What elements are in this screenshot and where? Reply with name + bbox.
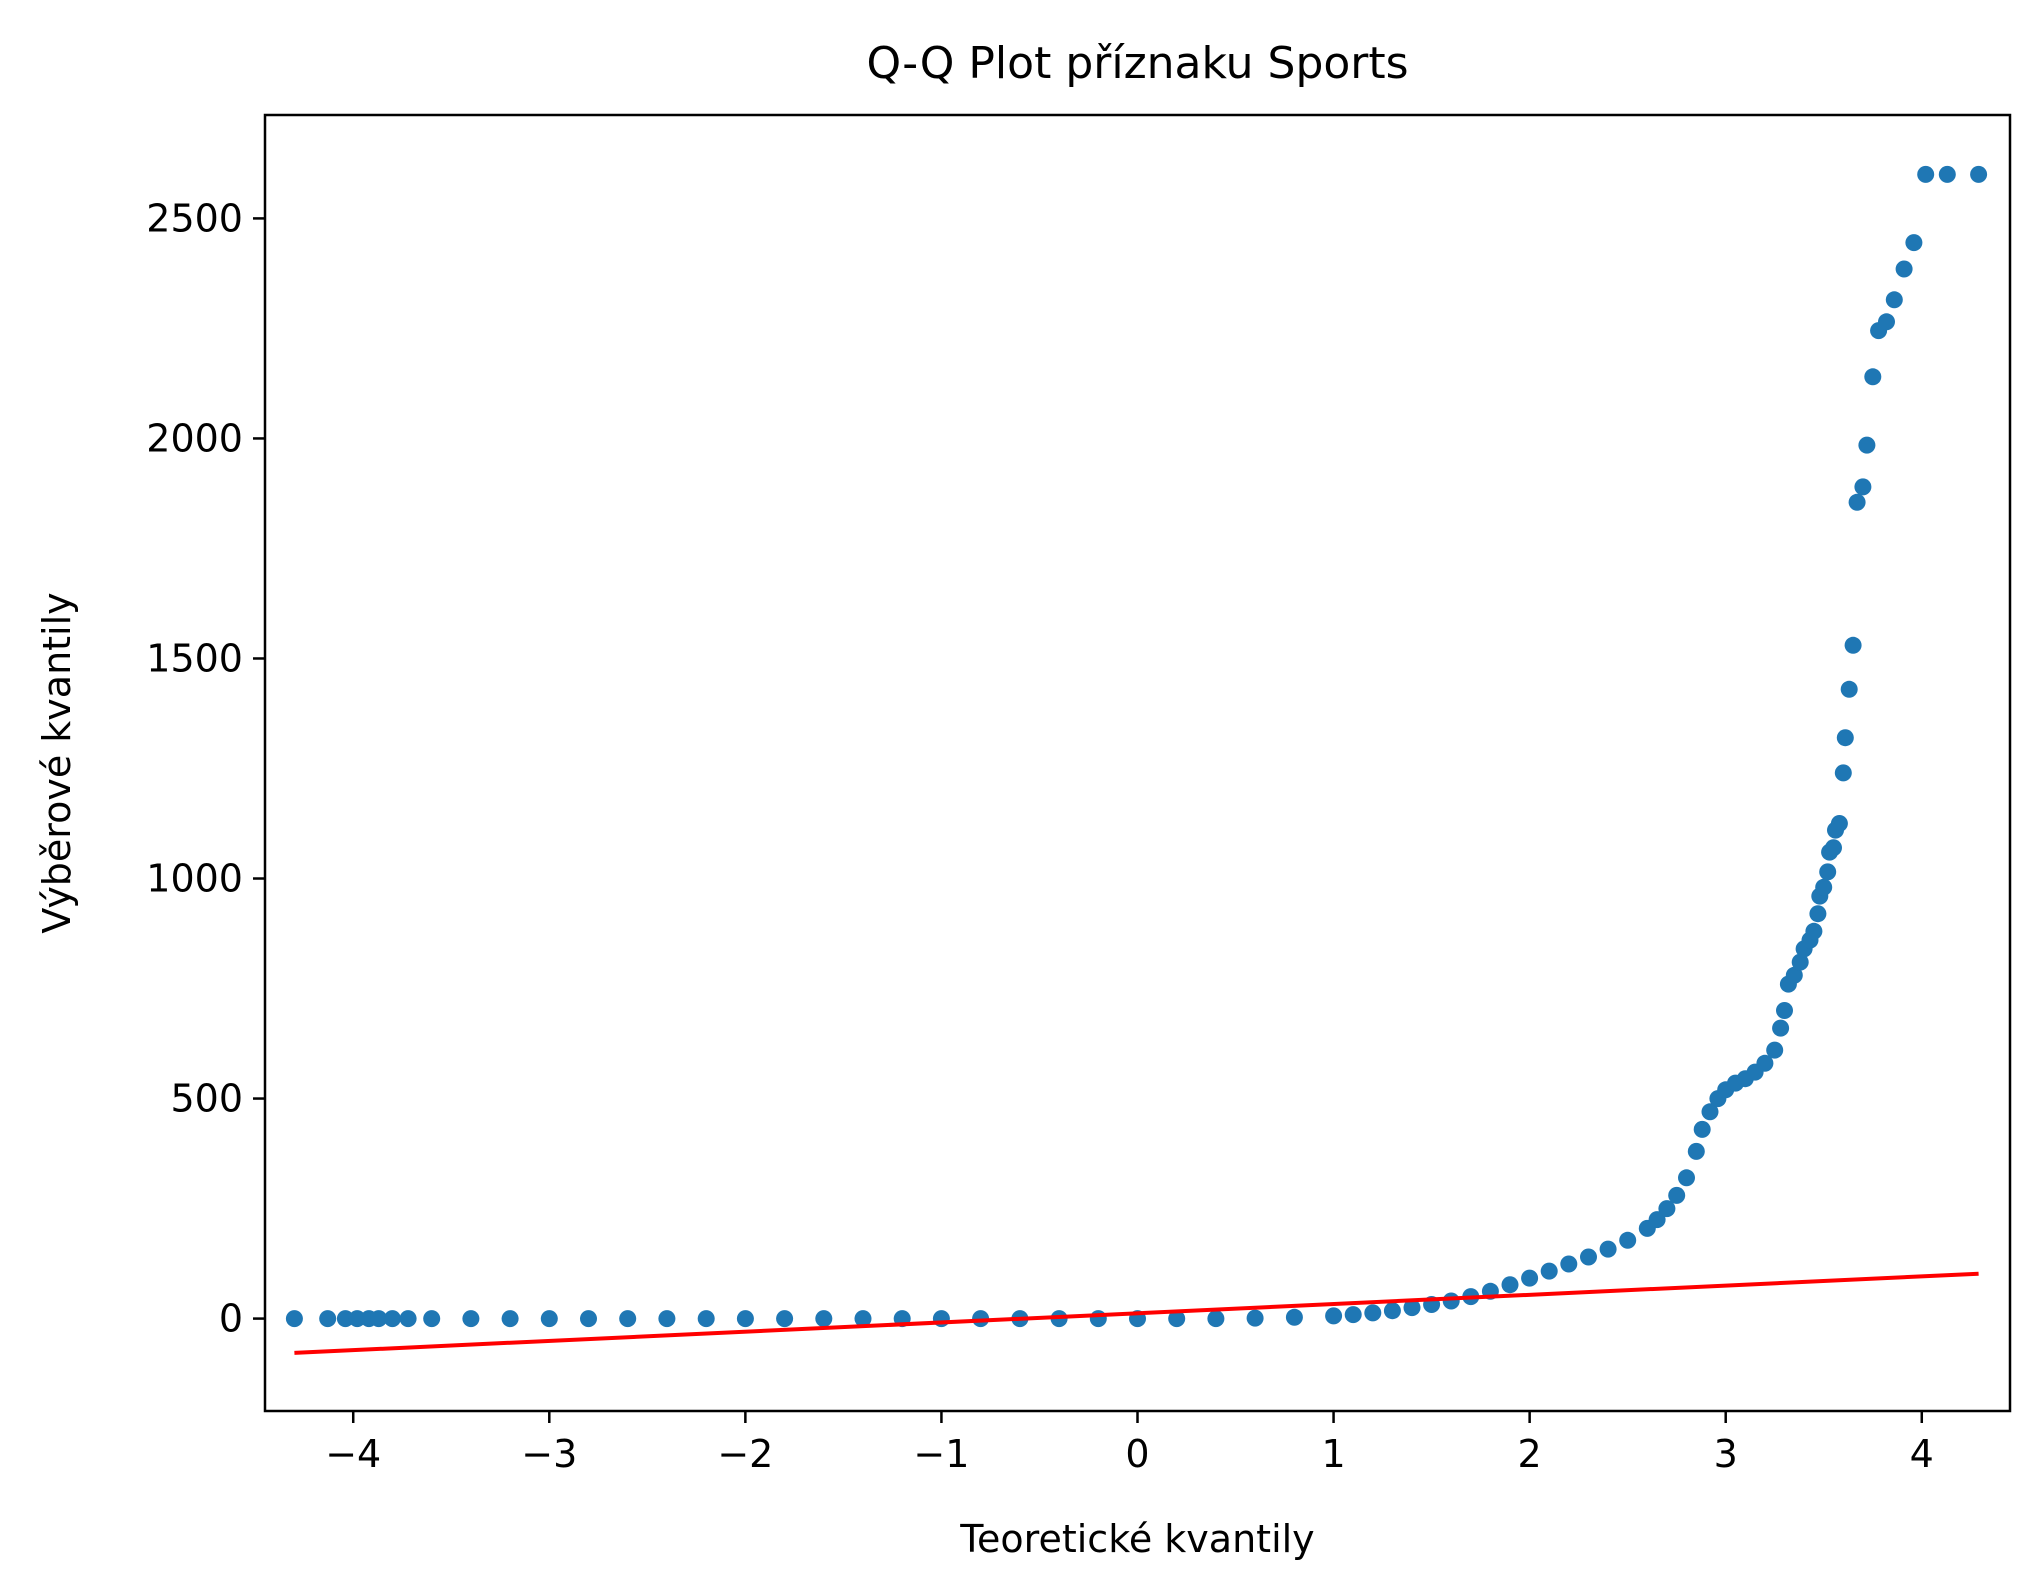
data-point xyxy=(1785,966,1803,984)
data-point xyxy=(1766,1041,1784,1059)
x-tick-label: 1 xyxy=(1321,1432,1345,1476)
data-point xyxy=(697,1310,715,1328)
data-point xyxy=(815,1310,833,1328)
data-point xyxy=(1285,1308,1303,1326)
data-point xyxy=(423,1310,441,1328)
data-point xyxy=(462,1310,480,1328)
data-point xyxy=(1687,1142,1705,1160)
data-point xyxy=(1678,1169,1695,1187)
data-point xyxy=(1858,436,1876,454)
data-point xyxy=(1403,1299,1421,1317)
data-point xyxy=(370,1310,388,1328)
data-point xyxy=(854,1310,872,1328)
data-point xyxy=(319,1310,337,1328)
data-point xyxy=(1246,1309,1264,1327)
data-point xyxy=(540,1310,558,1328)
x-tick-label: −2 xyxy=(717,1432,773,1476)
data-point xyxy=(1830,815,1848,832)
data-point xyxy=(1905,234,1923,252)
data-point xyxy=(776,1310,794,1328)
data-point xyxy=(1668,1186,1686,1204)
data-point xyxy=(1756,1054,1774,1072)
x-tick-label: 4 xyxy=(1910,1432,1934,1476)
x-axis-label: Teoretické kvantily xyxy=(959,1517,1314,1561)
data-point xyxy=(1970,165,1988,183)
data-point xyxy=(619,1310,637,1328)
data-point xyxy=(1844,636,1862,654)
x-tick-label: −3 xyxy=(521,1432,577,1476)
data-point xyxy=(1089,1310,1107,1328)
data-point xyxy=(1560,1255,1578,1273)
data-point xyxy=(1658,1200,1676,1218)
data-point xyxy=(1854,478,1872,496)
y-tick-label: 1000 xyxy=(146,857,243,901)
data-point xyxy=(1848,493,1866,511)
sample-quantile-points xyxy=(285,165,1988,1328)
data-point xyxy=(1834,764,1852,782)
data-point xyxy=(1344,1306,1362,1324)
data-point xyxy=(336,1310,354,1328)
data-point xyxy=(383,1310,401,1328)
data-point xyxy=(1599,1240,1617,1258)
data-point xyxy=(1364,1304,1382,1322)
data-point xyxy=(1895,260,1913,278)
data-point xyxy=(1815,878,1833,896)
data-point xyxy=(1864,368,1882,386)
data-point xyxy=(1701,1103,1719,1121)
y-tick-label: 500 xyxy=(170,1077,243,1121)
data-point xyxy=(399,1310,417,1328)
y-axis-label: Výběrové kvantily xyxy=(35,592,79,933)
reference-line xyxy=(294,1271,1979,1355)
data-point xyxy=(1580,1248,1597,1266)
data-point xyxy=(285,1310,303,1328)
data-point xyxy=(736,1310,754,1328)
data-point xyxy=(1521,1269,1539,1287)
data-point xyxy=(1809,905,1827,923)
data-point xyxy=(1207,1310,1225,1328)
data-point xyxy=(1819,863,1837,881)
y-axis: 0 500 1000 1500 2000 2500 xyxy=(146,196,265,1341)
data-point xyxy=(1693,1120,1711,1138)
data-point xyxy=(580,1310,597,1328)
x-tick-label: 3 xyxy=(1714,1432,1738,1476)
data-point xyxy=(348,1310,366,1328)
data-point xyxy=(1805,922,1823,940)
data-point xyxy=(1776,1002,1793,1019)
y-tick-label: 0 xyxy=(219,1297,243,1341)
data-point xyxy=(1648,1211,1666,1229)
data-point xyxy=(1772,1019,1790,1037)
x-tick-label: 0 xyxy=(1125,1432,1149,1476)
x-tick-label: 2 xyxy=(1518,1432,1542,1476)
data-point xyxy=(1825,839,1842,857)
data-point xyxy=(1168,1310,1186,1328)
data-point xyxy=(1619,1231,1637,1249)
plot-area xyxy=(285,165,1988,1355)
chart-title: Q-Q Plot příznaku Sports xyxy=(866,38,1408,89)
data-point xyxy=(1791,953,1809,971)
data-point xyxy=(501,1310,519,1328)
data-point xyxy=(1917,165,1935,183)
data-point xyxy=(1540,1262,1558,1280)
data-point xyxy=(1383,1302,1401,1320)
data-point xyxy=(1840,680,1858,698)
x-tick-label: −1 xyxy=(913,1432,969,1476)
data-point xyxy=(972,1310,990,1328)
y-tick-label: 2500 xyxy=(146,196,243,240)
data-point xyxy=(1501,1276,1519,1294)
y-tick-label: 1500 xyxy=(146,636,243,680)
data-point xyxy=(1325,1307,1343,1325)
x-tick-label: −4 xyxy=(325,1432,381,1476)
data-point xyxy=(1938,165,1956,183)
y-tick-label: 2000 xyxy=(146,416,243,460)
data-point xyxy=(1836,729,1854,747)
data-point xyxy=(1878,313,1895,331)
x-axis: −4 −3 −2 −1 0 1 2 3 4 xyxy=(325,1411,1934,1476)
data-point xyxy=(1885,291,1903,309)
data-point xyxy=(1442,1292,1460,1310)
data-point xyxy=(658,1310,676,1328)
